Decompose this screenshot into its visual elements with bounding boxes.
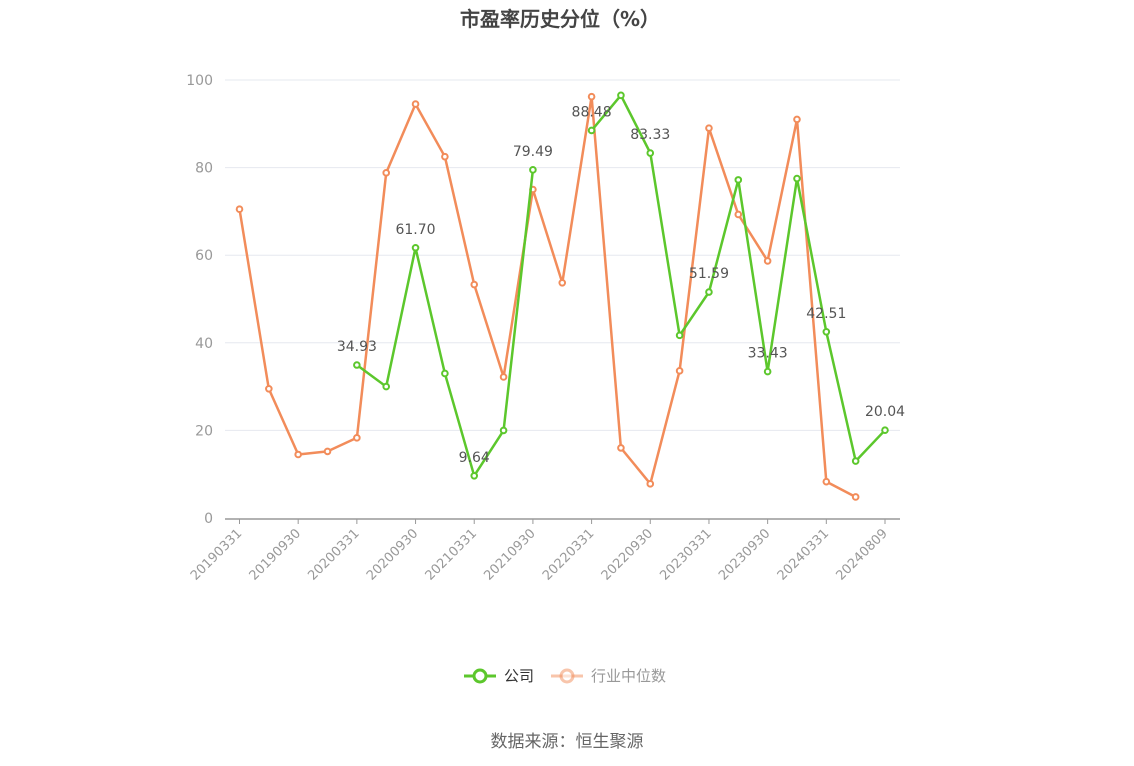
data-point[interactable]: [323, 447, 332, 456]
data-point[interactable]: [705, 288, 713, 296]
x-tick-label: 20230331: [657, 526, 714, 583]
x-tick-label: 20210331: [423, 526, 480, 583]
data-label: 51.59: [689, 266, 729, 282]
data-label: 79.49: [513, 144, 553, 160]
data-point[interactable]: [851, 493, 860, 501]
data-point[interactable]: [617, 444, 625, 452]
data-point[interactable]: [851, 457, 860, 465]
data-point[interactable]: [793, 174, 801, 183]
y-tick-label: 80: [195, 161, 213, 177]
data-point[interactable]: [822, 477, 831, 486]
legend-item-industry-median[interactable]: 行业中位数: [551, 667, 666, 685]
data-point[interactable]: [382, 382, 391, 391]
data-point[interactable]: [587, 126, 596, 135]
data-point[interactable]: [353, 361, 361, 369]
x-tick-label: 20230930: [716, 526, 773, 583]
data-point[interactable]: [499, 373, 508, 381]
legend[interactable]: 公司 行业中位数: [464, 667, 666, 685]
y-tick-label: 0: [204, 511, 213, 527]
data-point[interactable]: [558, 278, 567, 287]
x-tick-label: 20200331: [305, 526, 362, 583]
data-point[interactable]: [265, 384, 273, 393]
data-label: 83.33: [630, 127, 670, 143]
legend-item-company[interactable]: 公司: [464, 667, 534, 685]
data-point[interactable]: [705, 124, 713, 132]
data-source: 数据来源：恒生聚源: [491, 732, 644, 752]
data-point[interactable]: [441, 152, 449, 161]
data-point[interactable]: [235, 205, 244, 214]
data-point[interactable]: [499, 426, 508, 435]
x-axis: 20190331 20190930 20200331 20200930 20210331…: [188, 518, 900, 584]
data-point[interactable]: [470, 280, 479, 289]
data-point[interactable]: [294, 450, 302, 459]
data-label: 33.43: [748, 346, 788, 362]
legend-marker-icon: [559, 668, 575, 684]
x-tick-label: 20240809: [833, 526, 890, 583]
data-label: 88.48: [572, 104, 612, 120]
data-point[interactable]: [587, 92, 596, 101]
data-point[interactable]: [353, 434, 361, 442]
data-point[interactable]: [675, 367, 684, 375]
x-tick-label: 20220331: [540, 526, 597, 583]
x-tick-label: 20190930: [247, 526, 304, 583]
data-point[interactable]: [411, 100, 420, 108]
data-point[interactable]: [382, 169, 391, 177]
legend-label-company: 公司: [504, 667, 534, 685]
series-company: [353, 91, 889, 480]
data-point[interactable]: [763, 367, 772, 376]
x-tick-label: 20200930: [364, 526, 421, 583]
chart-title: 市盈率历史分位（%）: [460, 7, 660, 31]
data-point[interactable]: [734, 176, 743, 184]
data-label: 9.64: [459, 450, 490, 466]
data-point[interactable]: [646, 149, 655, 157]
data-label: 20.04: [865, 404, 905, 420]
data-label: 34.93: [337, 339, 377, 355]
x-tick-label: 20210930: [481, 526, 538, 583]
series-industry-median: [235, 92, 860, 501]
y-tick-label: 60: [195, 248, 213, 264]
series-line: [356, 94, 886, 478]
data-labels: 34.93 61.70 9.64 79.49 88.48 83.33 51.59 33.43 4…: [337, 104, 905, 465]
data-point[interactable]: [822, 328, 831, 336]
data-label: 42.51: [806, 306, 846, 322]
x-tick-label: 20240331: [775, 526, 832, 583]
data-point[interactable]: [881, 426, 889, 435]
data-label: 61.70: [395, 222, 435, 238]
data-point[interactable]: [793, 115, 801, 124]
y-tick-label: 20: [195, 423, 213, 439]
legend-label-industry-median: 行业中位数: [591, 667, 666, 685]
y-tick-label: 40: [195, 336, 213, 352]
data-point[interactable]: [763, 257, 772, 265]
legend-marker-icon: [472, 668, 488, 684]
data-point[interactable]: [734, 210, 743, 219]
x-tick-label: 20220930: [599, 526, 656, 583]
y-tick-label: 100: [186, 73, 213, 89]
y-axis: 0 20 40 60 80 100: [186, 73, 213, 527]
data-point[interactable]: [411, 243, 420, 252]
data-point[interactable]: [675, 331, 684, 340]
data-point[interactable]: [617, 91, 625, 100]
x-tick-label: 20190331: [188, 526, 245, 583]
data-point[interactable]: [470, 471, 479, 480]
data-point[interactable]: [646, 480, 655, 488]
data-point[interactable]: [441, 369, 449, 378]
series-line: [238, 95, 857, 499]
data-point[interactable]: [529, 166, 537, 174]
